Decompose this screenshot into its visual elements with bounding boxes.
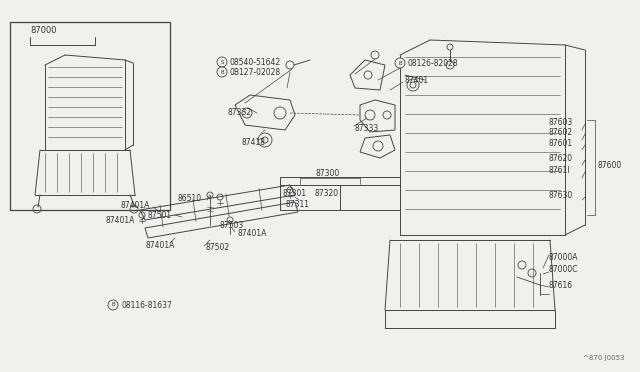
Text: 87401A: 87401A [145, 241, 174, 250]
Text: 08126-82028: 08126-82028 [408, 58, 459, 67]
Text: 87320: 87320 [315, 189, 339, 198]
Text: 87601: 87601 [549, 138, 573, 148]
Text: 87616: 87616 [549, 280, 573, 289]
Text: S: S [220, 60, 224, 64]
Bar [10, 22, 170, 210]
Text: 87332: 87332 [228, 108, 252, 116]
Text: 87620: 87620 [549, 154, 573, 163]
Circle shape [395, 58, 405, 68]
Circle shape [217, 67, 227, 77]
Text: 86510: 86510 [177, 193, 201, 202]
Text: 87401: 87401 [405, 76, 429, 84]
Text: 87630: 87630 [549, 190, 573, 199]
Text: 87000: 87000 [30, 26, 56, 35]
Text: 87333: 87333 [355, 124, 380, 132]
Text: 87000C: 87000C [549, 266, 579, 275]
Text: 87300: 87300 [316, 169, 340, 177]
Text: B: B [398, 61, 402, 65]
Text: 87503: 87503 [220, 221, 244, 230]
Text: 87502: 87502 [206, 244, 230, 253]
Text: ^870 J0053: ^870 J0053 [584, 355, 625, 361]
Text: 08540-51642: 08540-51642 [230, 58, 281, 67]
Text: 08116-81637: 08116-81637 [121, 301, 172, 310]
Text: 87600: 87600 [598, 160, 622, 170]
Text: 0B127-02028: 0B127-02028 [230, 67, 281, 77]
Text: 87501: 87501 [148, 211, 172, 219]
Text: 87000A: 87000A [549, 253, 579, 263]
Text: 8761I: 8761I [549, 166, 570, 174]
Circle shape [108, 300, 118, 310]
Text: 87603: 87603 [549, 118, 573, 126]
Bar [280, 185, 400, 210]
Text: 87418: 87418 [242, 138, 266, 147]
Text: 87401A: 87401A [237, 228, 266, 237]
Text: B: B [220, 70, 224, 74]
Text: 87401A: 87401A [105, 215, 134, 224]
Circle shape [217, 57, 227, 67]
Text: B: B [111, 302, 115, 308]
Text: 87602: 87602 [549, 128, 573, 137]
Text: 87401A: 87401A [120, 201, 150, 209]
Text: 87311: 87311 [286, 199, 310, 208]
Text: 87301: 87301 [283, 189, 307, 198]
